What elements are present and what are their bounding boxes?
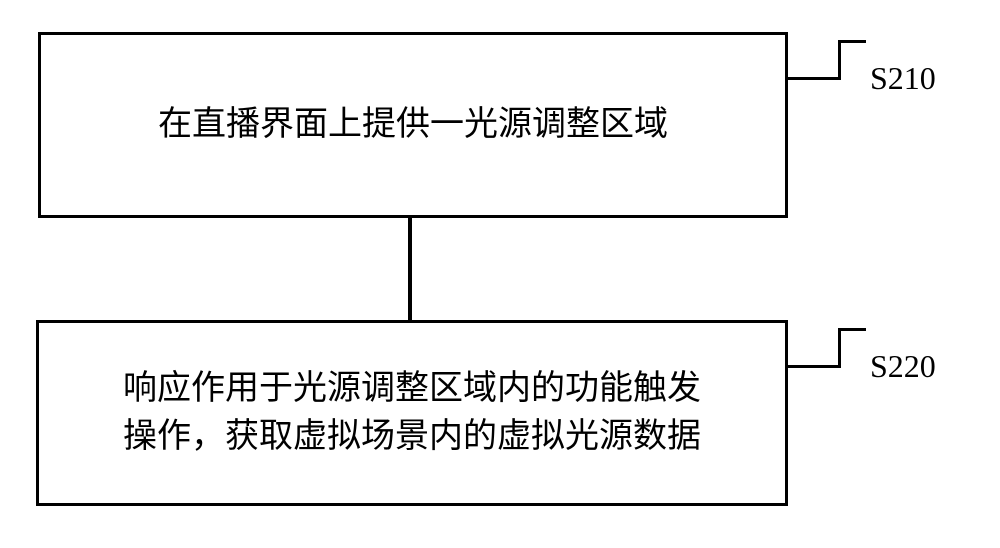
flow-step-1: 在直播界面上提供一光源调整区域 [38,32,788,218]
bracket-1-bottom [788,77,841,80]
step-label-s220: S220 [870,348,936,385]
bracket-1-top [838,40,866,43]
step-label-s210: S210 [870,60,936,97]
flow-step-2: 响应作用于光源调整区域内的功能触发 操作，获取虚拟场景内的虚拟光源数据 [36,320,788,506]
bracket-2-bottom [788,365,841,368]
bracket-2-right [838,328,841,368]
bracket-2-top [838,328,866,331]
bracket-1-right [838,40,841,80]
flow-connector [408,218,412,320]
flow-step-1-text: 在直播界面上提供一光源调整区域 [158,101,668,149]
flow-step-2-text: 响应作用于光源调整区域内的功能触发 操作，获取虚拟场景内的虚拟光源数据 [123,365,701,460]
